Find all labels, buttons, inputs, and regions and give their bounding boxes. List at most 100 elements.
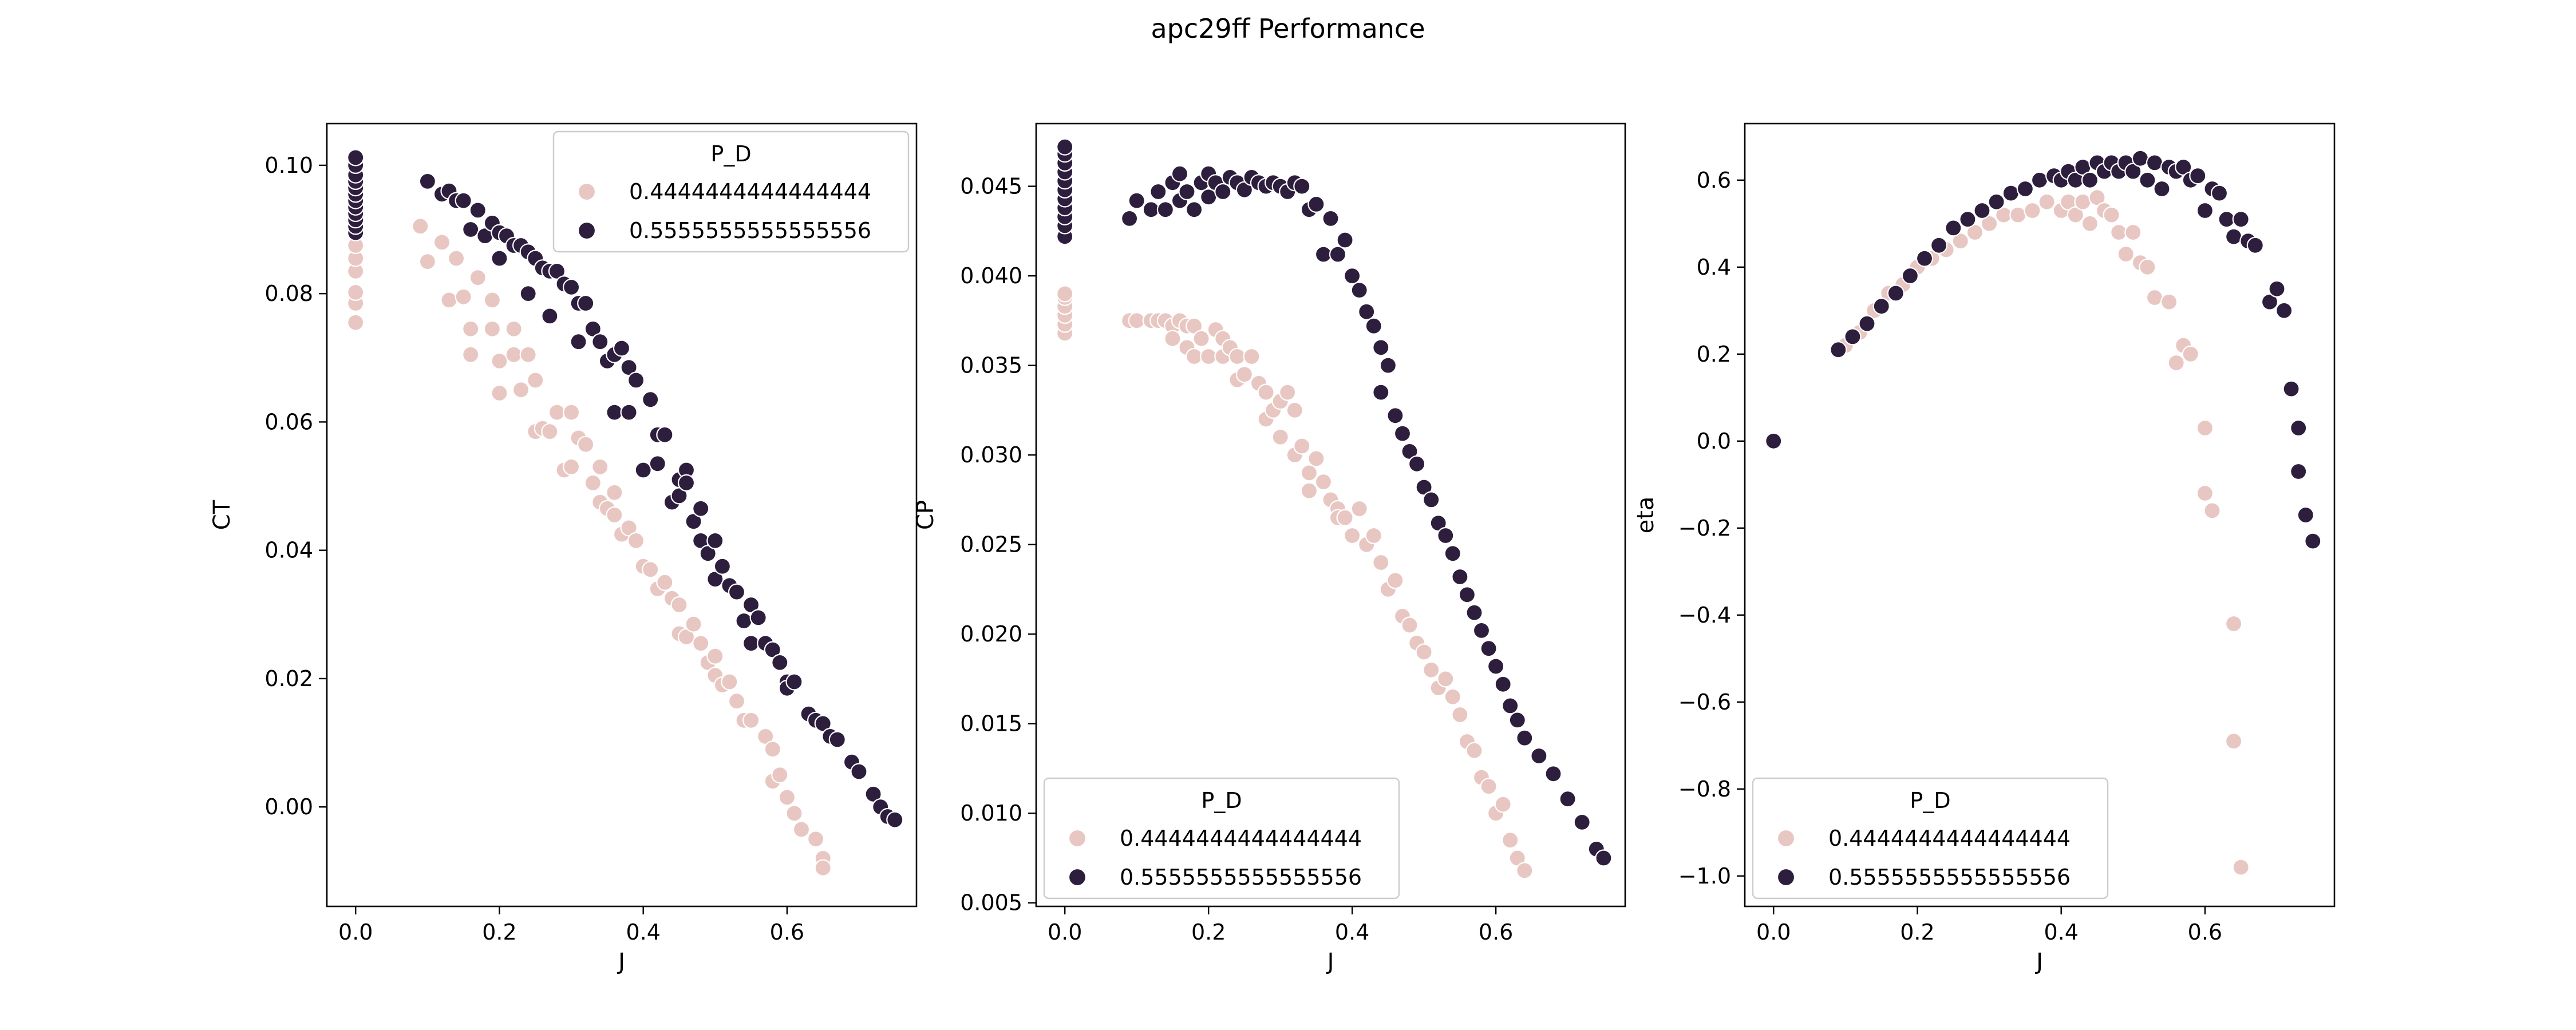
data-point	[692, 635, 710, 652]
data-point	[1959, 211, 1977, 228]
series-2-points	[1056, 138, 1613, 867]
data-point	[2290, 419, 2308, 437]
data-point	[1200, 188, 1218, 206]
data-point	[2218, 211, 2235, 228]
data-point	[850, 763, 868, 781]
data-point	[1945, 219, 1962, 237]
data-point	[519, 284, 537, 303]
y-tick-label: 0.4	[1697, 255, 1731, 280]
data-point	[1120, 209, 1139, 227]
data-point	[512, 381, 530, 399]
y-tick-label: 0.6	[1697, 168, 1731, 193]
data-point	[1358, 303, 1376, 320]
data-point	[491, 384, 508, 402]
data-point	[1350, 282, 1368, 299]
data-point	[1437, 526, 1455, 545]
y-tick-label: 0.10	[264, 153, 313, 178]
legend-entry-label: 0.5555555555555556	[1828, 865, 2071, 890]
data-point	[2153, 180, 2171, 198]
data-point	[577, 294, 595, 312]
data-point	[347, 283, 365, 301]
data-point	[491, 249, 508, 267]
data-point	[656, 573, 674, 591]
data-point	[1350, 500, 1368, 518]
data-point	[1408, 455, 1426, 473]
data-point	[2282, 380, 2300, 398]
data-point	[548, 403, 566, 421]
data-point	[764, 740, 781, 758]
data-point	[1830, 341, 1847, 359]
data-point	[455, 288, 472, 306]
legend-title: P_D	[1201, 788, 1242, 813]
data-point	[814, 715, 832, 732]
data-point	[2081, 215, 2099, 232]
data-point	[1415, 643, 1433, 661]
data-point	[2103, 206, 2120, 224]
series-2-points	[347, 149, 904, 829]
y-tick-label: 0.04	[264, 538, 313, 563]
data-point	[1336, 231, 1354, 249]
data-point	[2139, 258, 2156, 276]
data-point	[1379, 356, 1397, 374]
legend: P_D 0.4444444444444444 0.5555555555555556	[1043, 777, 1400, 900]
y-tick-label: 0.020	[960, 621, 1022, 647]
data-point	[670, 596, 688, 614]
data-point	[685, 513, 702, 530]
data-point	[620, 519, 638, 537]
data-point	[591, 458, 609, 476]
data-point	[1164, 330, 1182, 347]
data-point	[2030, 171, 2049, 189]
x-tick-label: 0.2	[482, 920, 516, 945]
legend-entry-label: 0.4444444444444444	[629, 179, 871, 204]
y-tick-label: 0.015	[960, 711, 1022, 736]
data-point	[606, 506, 623, 524]
data-point	[1329, 245, 1347, 263]
data-point	[634, 461, 652, 479]
y-axis-label: eta	[1633, 497, 1659, 534]
data-point	[462, 320, 480, 338]
data-point	[627, 371, 645, 389]
data-point	[1887, 284, 1905, 302]
data-point	[2297, 506, 2314, 524]
data-point	[1386, 407, 1404, 425]
y-tick-label: −0.4	[1678, 603, 1731, 628]
y-tick-label: 0.035	[960, 353, 1022, 378]
data-point	[735, 612, 753, 630]
data-point	[1858, 315, 1876, 332]
legend: P_D 0.4444444444444444 0.5555555555555556	[552, 130, 910, 253]
data-point	[1344, 267, 1361, 285]
data-point	[1393, 425, 1412, 442]
data-point	[1372, 553, 1390, 572]
data-point	[1200, 347, 1218, 366]
data-point	[713, 557, 732, 575]
data-point	[2074, 193, 2092, 211]
data-point	[1322, 209, 1340, 227]
data-point	[742, 596, 760, 614]
data-point	[1186, 201, 1203, 219]
data-point	[706, 570, 724, 588]
data-point	[728, 583, 746, 601]
data-point	[1243, 347, 1261, 366]
legend: P_D 0.4444444444444444 0.5555555555555556	[1752, 777, 2109, 900]
data-point	[1966, 223, 1984, 241]
y-tick-label: 0.040	[960, 263, 1022, 288]
x-tick-label: 0.2	[1900, 920, 1934, 945]
data-point	[2175, 158, 2192, 176]
data-point	[792, 821, 811, 838]
data-point	[1844, 328, 1862, 346]
data-point	[1472, 621, 1491, 640]
data-point	[1186, 347, 1203, 366]
data-point	[1336, 509, 1354, 526]
data-point	[1423, 661, 1440, 679]
data-point	[1573, 813, 1591, 831]
data-point	[2124, 223, 2142, 241]
x-tick-label: 0.6	[770, 920, 804, 945]
data-point	[771, 766, 789, 784]
data-point	[1192, 330, 1210, 347]
data-point	[620, 403, 638, 421]
data-point	[1257, 383, 1275, 401]
data-point	[685, 615, 702, 633]
legend-box	[1752, 777, 2109, 900]
data-point	[1508, 711, 1526, 729]
legend-entry-label: 0.4444444444444444	[1828, 826, 2071, 851]
